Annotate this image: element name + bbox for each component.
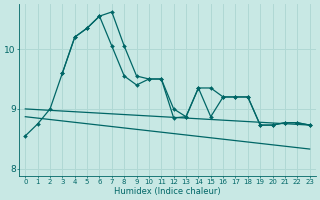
X-axis label: Humidex (Indice chaleur): Humidex (Indice chaleur) — [114, 187, 221, 196]
